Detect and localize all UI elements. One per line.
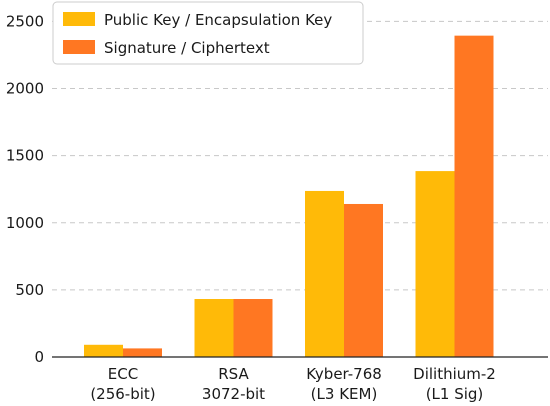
bar-public-key-1 <box>194 299 234 357</box>
legend: Public Key / Encapsulation Key Signature… <box>52 1 364 65</box>
bar-public-key-3 <box>415 171 455 357</box>
y-tick-label: 2000 <box>6 80 44 98</box>
legend-label-public-key: Public Key / Encapsulation Key <box>104 11 332 29</box>
bar-public-key-0 <box>84 344 123 357</box>
y-tick-label: 1500 <box>6 147 44 165</box>
x-tick-label: Kyber-768 <box>306 365 382 383</box>
legend-swatch-public-key <box>63 12 95 26</box>
x-tick-label: Dilithium-2 <box>413 365 496 383</box>
bar-signature-3 <box>454 35 494 357</box>
x-tick-label: (L1 Sig) <box>426 385 484 403</box>
y-tick-label: 2500 <box>6 12 44 30</box>
x-tick-label: ECC <box>108 365 138 383</box>
y-tick-label: 500 <box>15 281 44 299</box>
x-tick-label: RSA <box>218 365 249 383</box>
x-tick-label: 3072-bit <box>202 385 265 403</box>
bar-public-key-2 <box>305 190 344 357</box>
legend-label-signature: Signature / Ciphertext <box>104 39 270 57</box>
bars <box>84 35 494 357</box>
x-axis-ticks: ECC (256-bit) RSA 3072-bit Kyber-768 (L3 KEM)… <box>90 365 496 403</box>
bar-signature-2 <box>344 203 383 357</box>
bar-signature-1 <box>233 299 273 357</box>
bar-signature-0 <box>123 348 162 357</box>
x-tick-label: (L3 KEM) <box>311 385 378 403</box>
y-axis-ticks: 0 500 1000 1500 2000 2500 <box>6 12 44 366</box>
legend-box <box>52 1 364 65</box>
legend-swatch-signature <box>63 40 95 54</box>
x-tick-label: (256-bit) <box>90 385 155 403</box>
y-tick-label: 0 <box>34 348 44 366</box>
y-tick-label: 1000 <box>6 214 44 232</box>
